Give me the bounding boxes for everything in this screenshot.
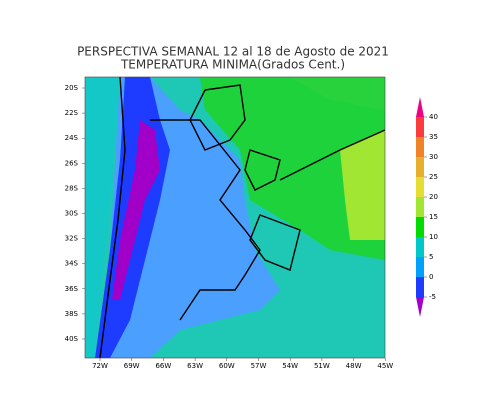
colorbar-segment	[416, 157, 424, 177]
colorbar-label: 25	[429, 173, 438, 181]
lat-label: 38S	[65, 310, 79, 318]
lat-label: 24S	[65, 134, 79, 142]
subtitle: TEMPERATURA MINIMA(Grados Cent.)	[120, 58, 345, 72]
lon-label: 45W	[377, 362, 393, 370]
lon-label: 54W	[282, 362, 298, 370]
colorbar-label: 0	[429, 273, 433, 281]
lat-label: 20S	[65, 84, 79, 92]
colorbar-segment	[416, 117, 424, 137]
region-green	[290, 77, 385, 110]
region-yellowgreen	[340, 130, 385, 240]
colorbar-label: 10	[429, 233, 438, 241]
colorbar-label: 20	[429, 193, 438, 201]
region-purple	[112, 120, 160, 300]
lat-label: 34S	[65, 260, 79, 268]
lat-label: 28S	[65, 184, 79, 192]
colorbar: -5 0 5 10 15 20 25 30 35 40	[416, 97, 438, 317]
lat-label: 36S	[65, 285, 79, 293]
colorbar-label: 5	[429, 253, 433, 261]
borders	[99, 77, 385, 358]
map	[84, 76, 386, 359]
lon-label: 66W	[155, 362, 171, 370]
lat-label: 22S	[65, 109, 79, 117]
colorbar-label: 15	[429, 213, 438, 221]
colorbar-segment	[416, 137, 424, 157]
lon-label: 72W	[92, 362, 108, 370]
lon-label: 48W	[346, 362, 362, 370]
colorbar-segment	[416, 237, 424, 257]
map-frame	[84, 76, 386, 359]
colorbar-label: 40	[429, 113, 438, 121]
lon-label: 60W	[219, 362, 235, 370]
colorbar-label: 30	[429, 153, 438, 161]
colorbar-label: 35	[429, 133, 438, 141]
colorbar-end	[416, 297, 424, 317]
lon-label: 69W	[124, 362, 140, 370]
colorbar-segment	[416, 177, 424, 197]
colorbar-segment	[416, 277, 424, 297]
colorbar-segment	[416, 217, 424, 237]
lat-label: 30S	[65, 210, 79, 218]
colorbar-segment	[416, 197, 424, 217]
title: PERSPECTIVA SEMANAL 12 al 18 de Agosto d…	[77, 45, 389, 59]
lat-label: 32S	[65, 235, 79, 243]
axes: 20S 22S 24S 26S 28S 30S 32S 34S 36S 38S 40S 72W 69W 6…	[65, 84, 394, 370]
colorbar-segment	[416, 257, 424, 277]
colorbar-label: -5	[429, 293, 436, 301]
lon-label: 51W	[314, 362, 330, 370]
lon-label: 57W	[251, 362, 267, 370]
lat-label: 40S	[65, 335, 79, 343]
region-coast	[85, 77, 120, 358]
lon-label: 63W	[187, 362, 203, 370]
lat-label: 26S	[65, 159, 79, 167]
colorbar-end	[416, 97, 424, 117]
